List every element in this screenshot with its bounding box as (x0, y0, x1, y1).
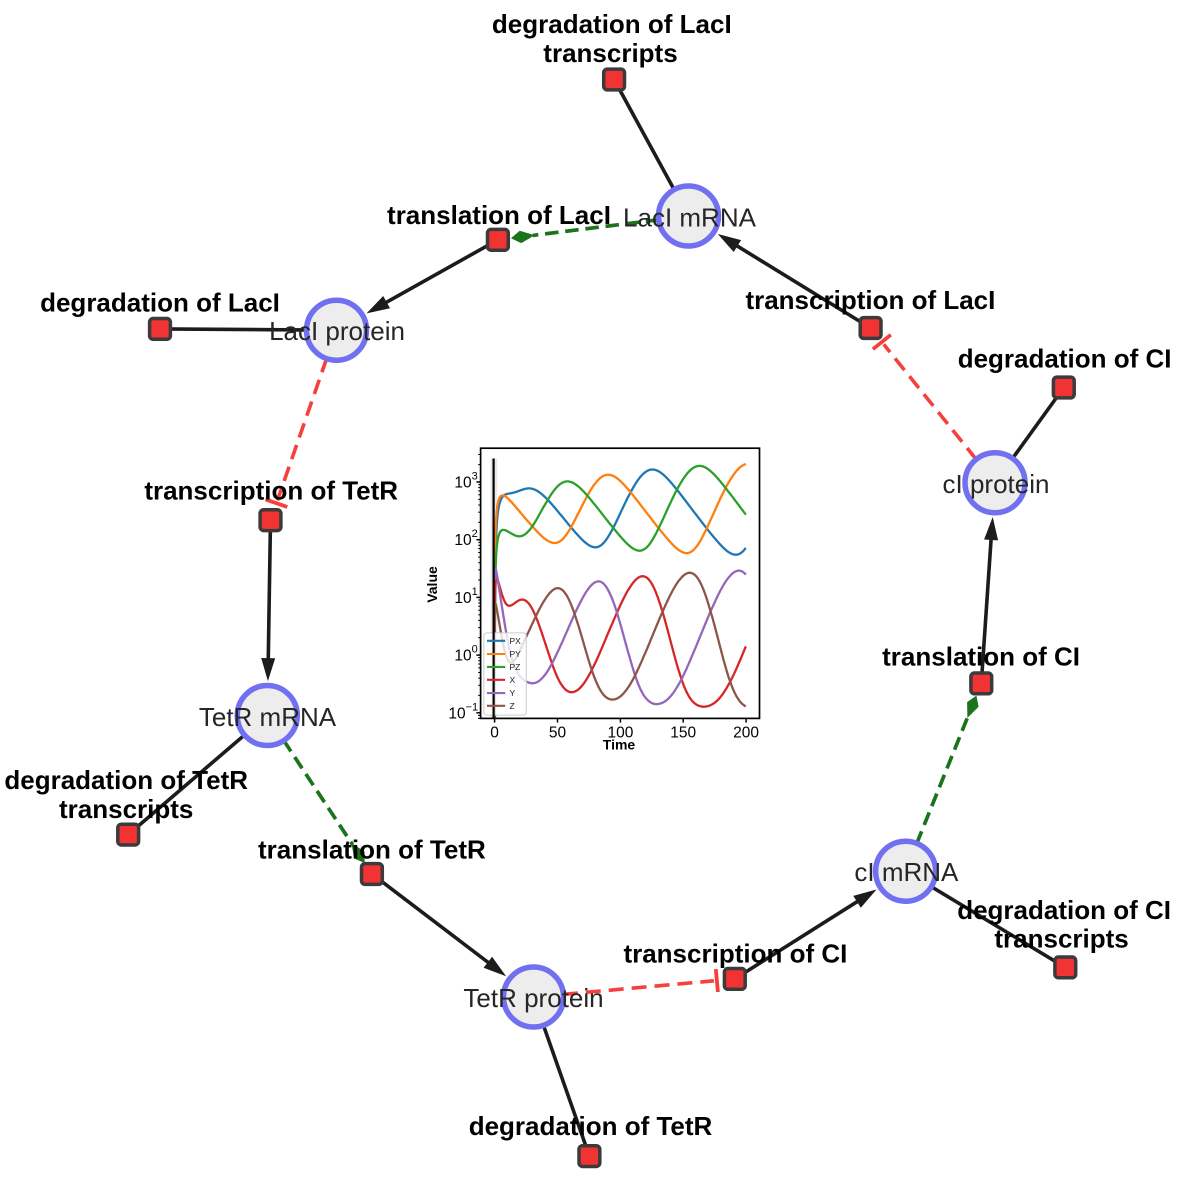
svg-text:transcripts: transcripts (543, 38, 677, 68)
svg-text:3: 3 (472, 471, 478, 483)
svg-text:degradation of CI: degradation of CI (958, 343, 1172, 373)
svg-text:Value: Value (424, 566, 440, 603)
svg-text:translation of CI: translation of CI (882, 642, 1080, 672)
svg-text:2: 2 (472, 528, 478, 540)
svg-text:transcripts: transcripts (994, 924, 1128, 954)
svg-text:10: 10 (448, 705, 466, 722)
svg-text:1: 1 (472, 586, 478, 598)
svg-text:10: 10 (454, 590, 472, 607)
svg-text:0: 0 (472, 644, 478, 656)
svg-text:TetR mRNA: TetR mRNA (199, 702, 337, 732)
svg-text:50: 50 (549, 724, 567, 741)
svg-text:Z: Z (510, 701, 515, 711)
svg-text:PX: PX (510, 636, 522, 646)
svg-text:cI mRNA: cI mRNA (854, 857, 959, 887)
svg-text:100: 100 (607, 724, 633, 741)
svg-text:translation of TetR: translation of TetR (258, 834, 486, 864)
svg-text:LacI mRNA: LacI mRNA (623, 202, 757, 232)
svg-text:transcription of TetR: transcription of TetR (144, 476, 398, 506)
svg-text:cI protein: cI protein (943, 469, 1050, 499)
svg-text:transcripts: transcripts (59, 794, 193, 824)
svg-text:degradation of CI: degradation of CI (957, 895, 1171, 925)
svg-text:degradation of LacI: degradation of LacI (40, 288, 280, 318)
svg-text:LacI protein: LacI protein (269, 316, 405, 346)
svg-text:PY: PY (510, 649, 522, 659)
svg-text:10: 10 (454, 648, 472, 665)
svg-text:degradation of LacI: degradation of LacI (492, 9, 732, 39)
svg-text:TetR protein: TetR protein (463, 983, 603, 1013)
svg-text:Y: Y (510, 688, 516, 698)
svg-text:PZ: PZ (510, 662, 521, 672)
svg-text:degradation of TetR: degradation of TetR (469, 1111, 713, 1141)
svg-text:10: 10 (454, 532, 472, 549)
svg-text:degradation of TetR: degradation of TetR (4, 765, 248, 795)
svg-text:0: 0 (490, 724, 499, 741)
svg-text:X: X (510, 675, 516, 685)
svg-text:Time: Time (603, 737, 636, 753)
svg-text:200: 200 (733, 724, 759, 741)
svg-text:150: 150 (670, 724, 696, 741)
svg-text:translation of LacI: translation of LacI (387, 200, 611, 230)
svg-text:10: 10 (454, 475, 472, 492)
svg-text:transcription of CI: transcription of CI (623, 938, 847, 968)
svg-text:transcription of LacI: transcription of LacI (745, 285, 995, 315)
svg-text:−1: −1 (466, 701, 479, 713)
